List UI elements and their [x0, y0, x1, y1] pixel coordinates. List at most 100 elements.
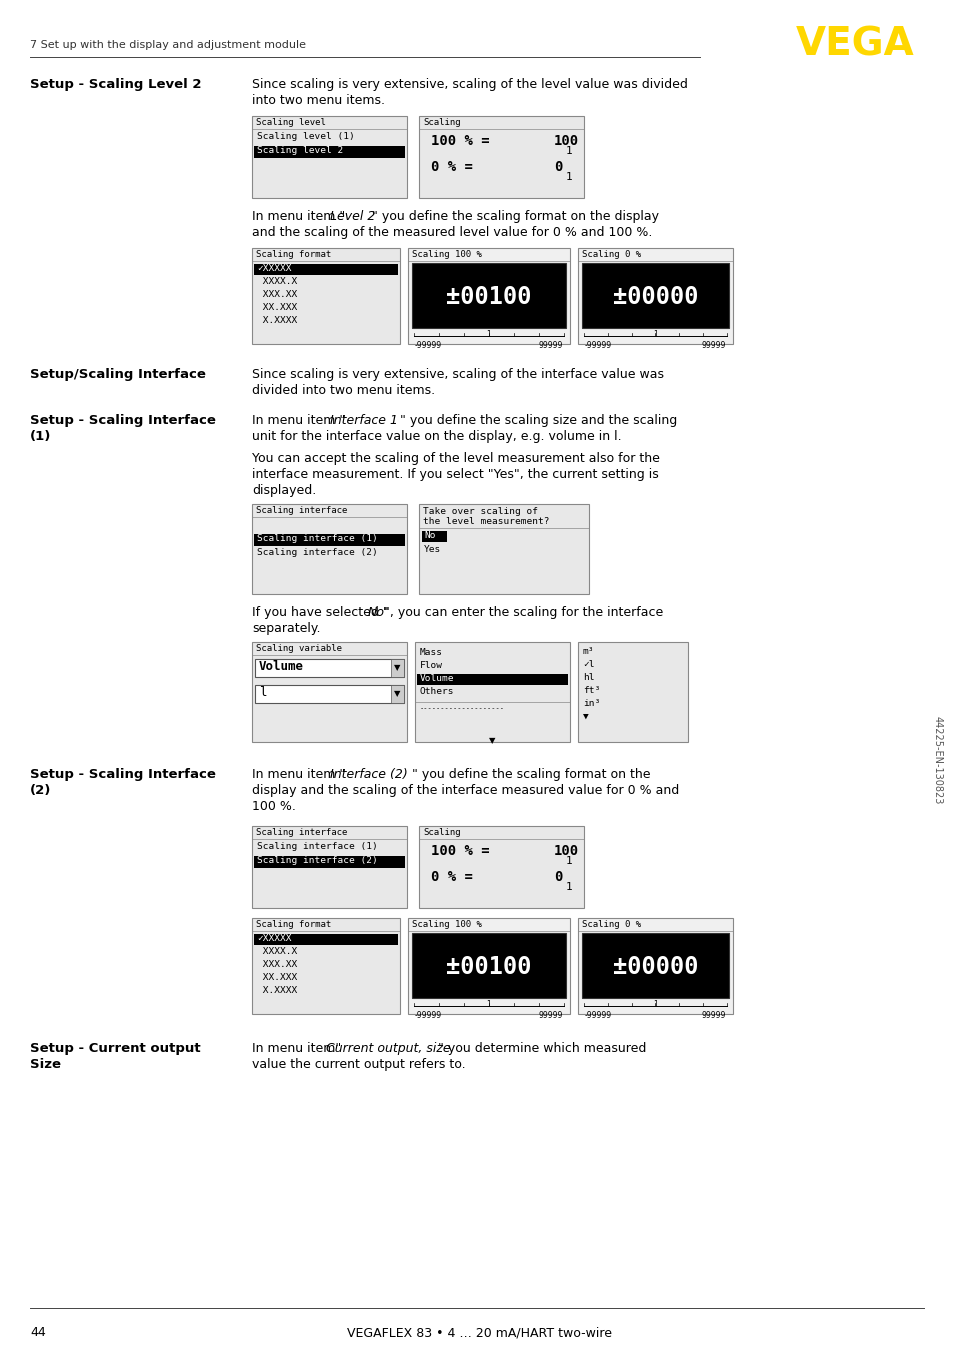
- Text: Scaling 100 %: Scaling 100 %: [412, 919, 481, 929]
- Text: -99999: -99999: [415, 341, 441, 349]
- Bar: [415, 642, 569, 742]
- Text: Scaling interface (2): Scaling interface (2): [256, 856, 377, 865]
- Text: 1: 1: [565, 172, 572, 181]
- Bar: [581, 263, 728, 328]
- Text: ", you can enter the scaling for the interface: ", you can enter the scaling for the int…: [384, 607, 662, 619]
- Text: 1: 1: [565, 881, 572, 892]
- Text: Scaling 100 %: Scaling 100 %: [412, 250, 481, 259]
- Text: Scaling 0 %: Scaling 0 %: [581, 919, 640, 929]
- Bar: [252, 642, 407, 742]
- Text: -99999: -99999: [584, 1011, 612, 1020]
- Text: Setup - Scaling Level 2: Setup - Scaling Level 2: [30, 79, 201, 91]
- Text: No: No: [368, 607, 385, 619]
- Text: Scaling variable: Scaling variable: [255, 645, 341, 653]
- Text: Scaling interface (2): Scaling interface (2): [256, 548, 377, 556]
- Bar: [253, 146, 405, 158]
- Text: 1: 1: [653, 1001, 658, 1009]
- Text: Scaling 0 %: Scaling 0 %: [581, 250, 640, 259]
- Text: ±00000: ±00000: [612, 284, 698, 309]
- Text: Setup/Scaling Interface: Setup/Scaling Interface: [30, 368, 206, 380]
- Text: ±00000: ±00000: [612, 955, 698, 979]
- Text: (1): (1): [30, 431, 51, 443]
- Text: ✓XXXXX: ✓XXXXX: [256, 264, 292, 274]
- Bar: [578, 918, 732, 1014]
- Text: Scaling: Scaling: [422, 118, 460, 127]
- Text: Scaling interface: Scaling interface: [255, 506, 347, 515]
- Bar: [252, 248, 399, 344]
- Bar: [254, 685, 403, 703]
- Text: Scaling level 2: Scaling level 2: [256, 146, 343, 154]
- Text: Scaling format: Scaling format: [255, 919, 331, 929]
- Text: (2): (2): [30, 784, 51, 798]
- Text: Others: Others: [419, 686, 454, 696]
- Text: 100 % =: 100 % =: [431, 844, 489, 858]
- Bar: [253, 533, 405, 546]
- Bar: [252, 826, 407, 909]
- Text: Volume: Volume: [258, 659, 304, 673]
- Text: --------------------: --------------------: [419, 705, 504, 711]
- Bar: [581, 933, 728, 998]
- Text: XXXX.X: XXXX.X: [256, 946, 297, 956]
- Text: ±00100: ±00100: [446, 955, 531, 979]
- Bar: [391, 685, 403, 703]
- Text: Take over scaling of: Take over scaling of: [422, 506, 537, 516]
- Text: 1: 1: [486, 330, 491, 338]
- Text: unit for the interface value on the display, e.g. volume in l.: unit for the interface value on the disp…: [252, 431, 621, 443]
- Text: X.XXXX: X.XXXX: [256, 315, 297, 325]
- Text: Scaling level: Scaling level: [255, 118, 326, 127]
- Text: 44225-EN-130823: 44225-EN-130823: [932, 716, 942, 804]
- Text: in³: in³: [582, 699, 599, 708]
- Text: Scaling: Scaling: [422, 829, 460, 837]
- Bar: [254, 659, 403, 677]
- Text: " you define the scaling size and the scaling: " you define the scaling size and the sc…: [399, 414, 677, 427]
- Text: 0: 0: [554, 160, 561, 175]
- Bar: [412, 933, 565, 998]
- Text: In menu item ": In menu item ": [252, 414, 345, 427]
- Text: into two menu items.: into two menu items.: [252, 93, 385, 107]
- Text: Since scaling is very extensive, scaling of the interface value was: Since scaling is very extensive, scaling…: [252, 368, 663, 380]
- Text: ✓XXXXX: ✓XXXXX: [256, 934, 292, 942]
- Text: 99999: 99999: [700, 1011, 725, 1020]
- Text: Level 2: Level 2: [330, 210, 375, 223]
- Text: You can accept the scaling of the level measurement also for the: You can accept the scaling of the level …: [252, 452, 659, 464]
- Text: 100 % =: 100 % =: [431, 134, 489, 148]
- Text: " you determine which measured: " you determine which measured: [437, 1043, 646, 1055]
- Text: Scaling interface: Scaling interface: [255, 829, 347, 837]
- Text: value the current output refers to.: value the current output refers to.: [252, 1057, 465, 1071]
- Text: Volume: Volume: [419, 674, 454, 682]
- Text: 100: 100: [554, 844, 578, 858]
- Bar: [253, 934, 397, 945]
- Text: the level measurement?: the level measurement?: [422, 517, 549, 525]
- Text: -99999: -99999: [584, 341, 612, 349]
- Bar: [418, 116, 583, 198]
- Text: 100 %.: 100 %.: [252, 800, 295, 812]
- Text: 0: 0: [554, 871, 561, 884]
- Text: 99999: 99999: [538, 1011, 562, 1020]
- Text: In menu item ": In menu item ": [252, 210, 345, 223]
- Text: displayed.: displayed.: [252, 483, 315, 497]
- Bar: [252, 918, 399, 1014]
- Text: m³: m³: [582, 647, 594, 655]
- Text: ▼: ▼: [489, 737, 496, 745]
- Text: XX.XXX: XX.XXX: [256, 974, 297, 982]
- Text: separately.: separately.: [252, 621, 320, 635]
- Text: XXXX.X: XXXX.X: [256, 278, 297, 286]
- Text: ▼: ▼: [394, 689, 400, 699]
- Text: VEGA: VEGA: [795, 24, 913, 64]
- Text: -99999: -99999: [415, 1011, 441, 1020]
- Text: " you define the scaling format on the display: " you define the scaling format on the d…: [372, 210, 659, 223]
- Text: In menu item ": In menu item ": [252, 768, 345, 781]
- Text: 1: 1: [565, 146, 572, 156]
- Text: XX.XXX: XX.XXX: [256, 303, 297, 311]
- Text: VEGAFLEX 83 • 4 … 20 mA/HART two-wire: VEGAFLEX 83 • 4 … 20 mA/HART two-wire: [347, 1326, 612, 1339]
- Text: Interface (2): Interface (2): [330, 768, 407, 781]
- Bar: [408, 918, 569, 1014]
- Text: Scaling interface (1): Scaling interface (1): [256, 533, 377, 543]
- Bar: [416, 674, 567, 685]
- Text: No: No: [423, 531, 435, 540]
- Text: ±00100: ±00100: [446, 284, 531, 309]
- Text: Flow: Flow: [419, 661, 442, 670]
- Bar: [418, 504, 588, 594]
- Text: 99999: 99999: [538, 341, 562, 349]
- Text: ft³: ft³: [582, 686, 599, 695]
